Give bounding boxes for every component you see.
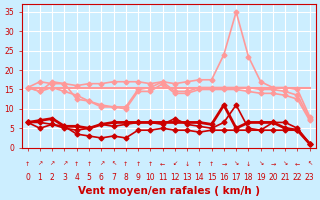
- Text: ↑: ↑: [86, 162, 92, 167]
- Text: ↑: ↑: [74, 162, 79, 167]
- Text: ↙: ↙: [172, 162, 178, 167]
- Text: 16: 16: [219, 173, 229, 182]
- Text: 18: 18: [244, 173, 253, 182]
- Text: 22: 22: [293, 173, 302, 182]
- Text: ↑: ↑: [197, 162, 202, 167]
- Text: 20: 20: [268, 173, 278, 182]
- Text: 6: 6: [99, 173, 104, 182]
- Text: ←: ←: [160, 162, 165, 167]
- X-axis label: Vent moyen/en rafales ( km/h ): Vent moyen/en rafales ( km/h ): [78, 186, 260, 196]
- Text: 19: 19: [256, 173, 266, 182]
- Text: 10: 10: [146, 173, 155, 182]
- Text: 8: 8: [124, 173, 128, 182]
- Text: 1: 1: [37, 173, 42, 182]
- Text: 2: 2: [50, 173, 55, 182]
- Text: 11: 11: [158, 173, 167, 182]
- Text: 3: 3: [62, 173, 67, 182]
- Text: ↓: ↓: [184, 162, 190, 167]
- Text: ↑: ↑: [135, 162, 141, 167]
- Text: ↑: ↑: [123, 162, 128, 167]
- Text: ↘: ↘: [258, 162, 263, 167]
- Text: 5: 5: [86, 173, 92, 182]
- Text: 14: 14: [195, 173, 204, 182]
- Text: ↗: ↗: [62, 162, 67, 167]
- Text: ←: ←: [295, 162, 300, 167]
- Text: 17: 17: [231, 173, 241, 182]
- Text: ↘: ↘: [283, 162, 288, 167]
- Text: ↑: ↑: [209, 162, 214, 167]
- Text: 4: 4: [74, 173, 79, 182]
- Text: ↗: ↗: [50, 162, 55, 167]
- Text: 21: 21: [280, 173, 290, 182]
- Text: →: →: [221, 162, 227, 167]
- Text: 9: 9: [136, 173, 140, 182]
- Text: 23: 23: [305, 173, 315, 182]
- Text: 12: 12: [170, 173, 180, 182]
- Text: ↓: ↓: [246, 162, 251, 167]
- Text: ↗: ↗: [99, 162, 104, 167]
- Text: ↖: ↖: [111, 162, 116, 167]
- Text: 7: 7: [111, 173, 116, 182]
- Text: →: →: [270, 162, 276, 167]
- Text: ↘: ↘: [234, 162, 239, 167]
- Text: ↖: ↖: [307, 162, 312, 167]
- Text: ↗: ↗: [37, 162, 43, 167]
- Text: 15: 15: [207, 173, 216, 182]
- Text: ↑: ↑: [148, 162, 153, 167]
- Text: 13: 13: [182, 173, 192, 182]
- Text: ↑: ↑: [25, 162, 30, 167]
- Text: 0: 0: [25, 173, 30, 182]
